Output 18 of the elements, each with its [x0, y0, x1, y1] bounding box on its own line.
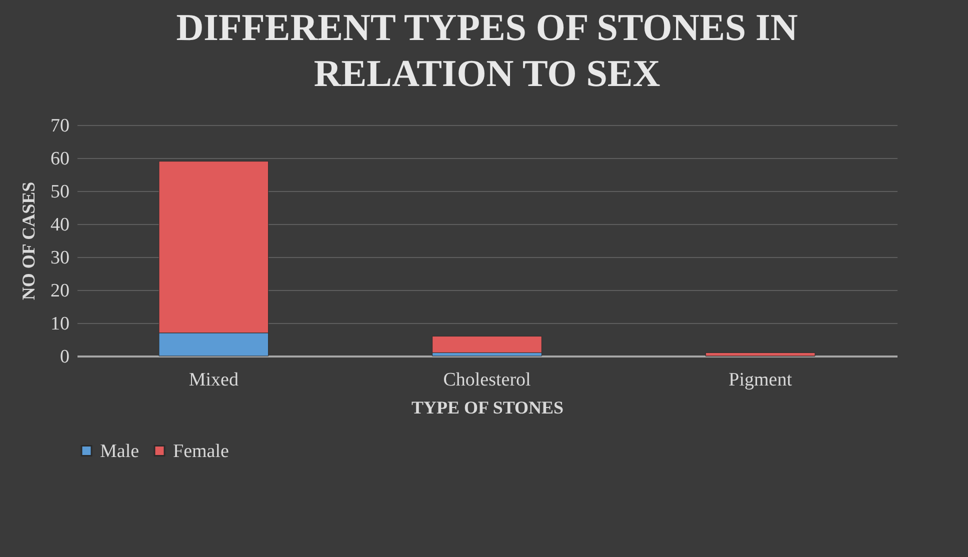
bar	[432, 336, 542, 353]
y-tick-label: 30	[50, 248, 70, 268]
legend-label: Male	[100, 440, 140, 462]
x-tick-label: Pigment	[728, 370, 793, 390]
chart-title: DIFFERENT TYPES OF STONES IN RELATION TO SEX	[176, 7, 798, 95]
y-axis-title: NO OF CASES	[18, 182, 38, 300]
y-tick-label: 10	[50, 314, 70, 334]
y-tick-label: 50	[50, 182, 70, 202]
y-tick-label: 70	[50, 116, 70, 136]
y-tick-label: 20	[50, 280, 70, 302]
x-tick-label: Mixed	[188, 370, 239, 390]
x-axis-title: TYPE OF STONES	[411, 398, 564, 418]
x-tick-label: Cholesterol	[443, 370, 531, 390]
legend-label: Female	[173, 440, 229, 462]
y-tick-label: 60	[50, 148, 70, 170]
y-tick-label: 40	[50, 214, 70, 236]
y-tick-label: 0	[60, 346, 70, 368]
bar	[705, 352, 816, 356]
